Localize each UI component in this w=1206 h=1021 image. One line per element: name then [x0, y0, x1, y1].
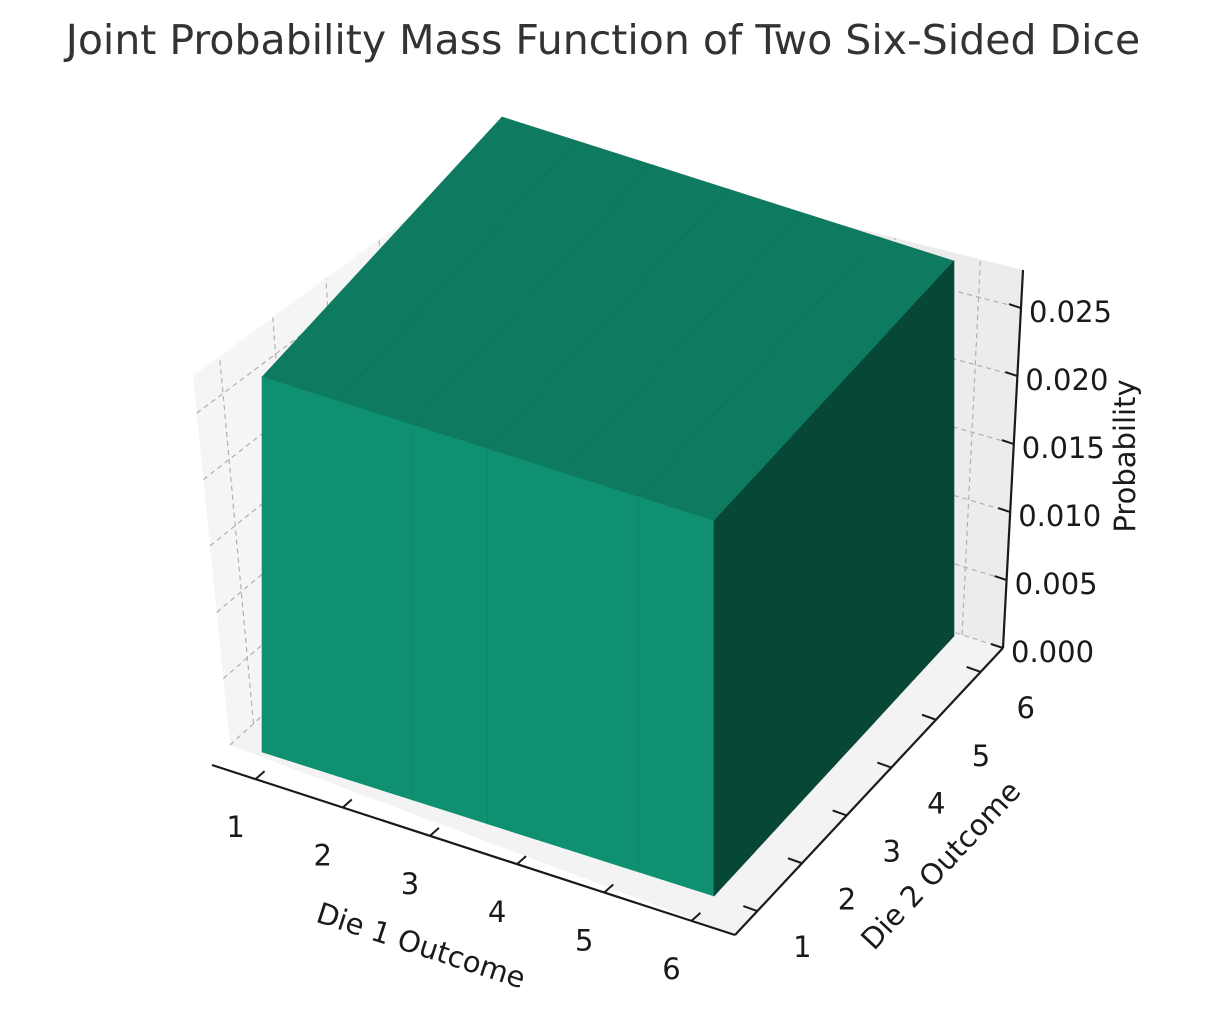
axis-ticks: 1234561234560.0000.0050.0100.0150.0200.0…: [226, 295, 1112, 986]
x-tick: [342, 798, 353, 809]
z-axis-label: Probability: [1108, 379, 1142, 532]
y-tick-label: 2: [838, 882, 856, 916]
z-tick: [1001, 439, 1015, 445]
x-tick: [429, 827, 440, 837]
y-tick-label: 6: [1016, 691, 1034, 725]
gridline-y: [218, 356, 255, 724]
x-tick-label: 6: [662, 952, 680, 986]
bar-side: [753, 433, 795, 854]
z-tick: [997, 507, 1011, 513]
y-axis-line: [734, 647, 1004, 936]
bar-side: [713, 476, 755, 897]
x-tick-label: 4: [488, 895, 506, 929]
x-tick: [690, 912, 702, 922]
y-tick: [876, 761, 892, 769]
x-axis-line: [211, 763, 736, 937]
x-tick-label: 3: [401, 867, 419, 901]
y-tick: [921, 713, 937, 721]
z-tick-label: 0.005: [1015, 567, 1098, 601]
bar-front: [638, 496, 715, 897]
z-axis-line: [1001, 269, 1025, 649]
y-tick: [832, 809, 848, 817]
bar-side: [833, 346, 875, 767]
z-tick-label: 0.025: [1029, 295, 1112, 329]
bar: [638, 453, 755, 897]
x-tick-label: 5: [575, 924, 593, 958]
bar-front: [562, 472, 640, 873]
x-tick-label: 1: [226, 810, 244, 844]
z-tick-label: 0.010: [1018, 499, 1101, 533]
y-tick-label: 3: [882, 834, 900, 868]
z-tick-label: 0.015: [1022, 431, 1105, 465]
y-tick-label: 4: [927, 787, 945, 821]
y-tick: [966, 665, 982, 673]
x-tick: [516, 855, 527, 865]
bar-front: [412, 424, 489, 825]
bar-front: [336, 400, 414, 801]
bars: [261, 116, 955, 897]
z-tick-label: 0.000: [1011, 635, 1094, 669]
z-tick: [1008, 303, 1022, 310]
bar-side: [793, 390, 835, 811]
z-tick: [1005, 371, 1018, 378]
z-tick: [990, 643, 1004, 649]
bar-side: [913, 260, 955, 681]
y-tick: [787, 857, 803, 865]
chart-title: Joint Probability Mass Function of Two S…: [63, 16, 1141, 64]
y-tick: [742, 905, 758, 913]
x-tick-label: 2: [314, 839, 332, 873]
bar-side: [873, 303, 915, 724]
y-tick-label: 1: [793, 930, 811, 964]
x-tick: [254, 770, 266, 780]
z-tick: [994, 575, 1007, 581]
z-tick-label: 0.020: [1025, 363, 1108, 397]
x-tick: [603, 883, 614, 894]
bar-front: [487, 448, 564, 849]
bar-front: [261, 376, 338, 777]
y-tick-label: 5: [972, 739, 990, 773]
